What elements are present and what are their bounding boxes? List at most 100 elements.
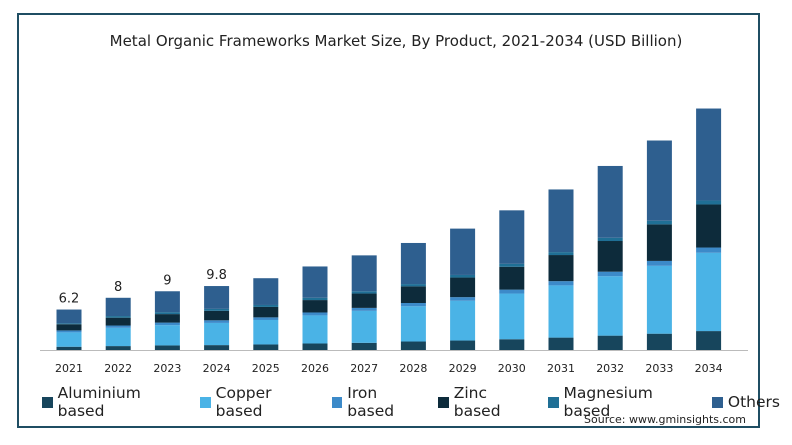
bar-segment-2032-5 bbox=[597, 165, 623, 238]
data-label-2024: 9.8 bbox=[206, 268, 227, 283]
bar-segment-2031-0 bbox=[548, 337, 574, 350]
bar-segment-2033-1 bbox=[646, 265, 672, 334]
bar-segment-2021-2 bbox=[56, 330, 82, 333]
x-tick-label-2034: 2034 bbox=[695, 362, 723, 375]
bar-segment-2024-0 bbox=[204, 345, 230, 350]
x-tick-label-2031: 2031 bbox=[547, 362, 575, 375]
bar-segment-2031-3 bbox=[548, 255, 574, 282]
bar-segment-2033-3 bbox=[646, 224, 672, 261]
bar-segment-2029-5 bbox=[450, 228, 476, 275]
bar-segment-2027-0 bbox=[351, 342, 377, 350]
bar-segment-2034-4 bbox=[696, 200, 722, 205]
bar-segment-2030-0 bbox=[499, 339, 525, 350]
bar-segment-2023-1 bbox=[154, 325, 180, 346]
bar-segment-2023-5 bbox=[154, 291, 180, 313]
bar-segment-2026-1 bbox=[302, 315, 328, 344]
x-tick-label-2028: 2028 bbox=[399, 362, 427, 375]
bar-segment-2029-1 bbox=[450, 300, 476, 341]
bar-segment-2025-2 bbox=[253, 317, 279, 320]
bar-segment-2023-4 bbox=[154, 312, 180, 315]
legend-label: Copper based bbox=[215, 384, 272, 420]
chart-title: Metal Organic Frameworks Market Size, By… bbox=[109, 32, 683, 50]
x-tick-label-2026: 2026 bbox=[301, 362, 329, 375]
data-label-2021: 6.2 bbox=[59, 292, 80, 307]
bar-segment-2028-1 bbox=[400, 306, 426, 342]
bar-segment-2033-0 bbox=[646, 333, 672, 350]
legend-label: Aluminium based bbox=[57, 384, 141, 420]
bar-segment-2034-5 bbox=[696, 108, 722, 201]
chart-frame bbox=[17, 13, 760, 428]
bar-segment-2023-3 bbox=[154, 314, 180, 323]
chart-legend: Aluminium based Copper based Iron based Zin… bbox=[42, 384, 792, 420]
bar-segment-2028-0 bbox=[400, 341, 426, 350]
legend-item-5: Others bbox=[711, 393, 780, 411]
bar-segment-2025-5 bbox=[253, 278, 279, 305]
bar-segment-2032-2 bbox=[597, 271, 623, 277]
x-tick-label-2033: 2033 bbox=[645, 362, 673, 375]
bar-segment-2031-5 bbox=[548, 189, 574, 253]
bar-segment-2024-2 bbox=[204, 320, 230, 323]
bar-segment-2024-5 bbox=[204, 286, 230, 309]
bar-segment-2029-3 bbox=[450, 277, 476, 298]
legend-swatch bbox=[711, 396, 723, 408]
x-tick-label-2022: 2022 bbox=[104, 362, 132, 375]
bar-segment-2022-2 bbox=[105, 325, 131, 328]
bar-segment-2034-0 bbox=[696, 331, 722, 350]
bar-segment-2022-0 bbox=[105, 346, 131, 350]
bar-segment-2021-5 bbox=[56, 309, 82, 324]
bar-segment-2029-4 bbox=[450, 274, 476, 278]
x-tick-label-2029: 2029 bbox=[449, 362, 477, 375]
bar-segment-2029-0 bbox=[450, 340, 476, 350]
bar-segment-2024-4 bbox=[204, 308, 230, 311]
bar-segment-2034-2 bbox=[696, 247, 722, 253]
legend-label: Iron based bbox=[347, 384, 395, 420]
bar-segment-2030-2 bbox=[499, 289, 525, 294]
bar-segment-2032-0 bbox=[597, 335, 623, 350]
legend-swatch bbox=[200, 396, 211, 408]
bar-segment-2026-0 bbox=[302, 343, 328, 350]
bar-segment-2025-3 bbox=[253, 306, 279, 318]
legend-item-3: Zinc based bbox=[438, 384, 536, 420]
bar-segment-2033-2 bbox=[646, 260, 672, 266]
bar-segment-2030-3 bbox=[499, 266, 525, 290]
bar-segment-2027-3 bbox=[351, 293, 377, 308]
bar-segment-2034-1 bbox=[696, 252, 722, 332]
legend-swatch bbox=[42, 396, 53, 408]
x-tick-label-2032: 2032 bbox=[596, 362, 624, 375]
legend-swatch bbox=[438, 396, 449, 408]
legend-label: Zinc based bbox=[453, 384, 501, 420]
bar-segment-2022-3 bbox=[105, 317, 131, 326]
bar-segment-2028-2 bbox=[400, 303, 426, 307]
legend-item-2: Iron based bbox=[331, 384, 426, 420]
bar-segment-2021-0 bbox=[56, 346, 82, 350]
bar-segment-2026-5 bbox=[302, 266, 328, 298]
bar-segment-2030-1 bbox=[499, 293, 525, 340]
bar-segment-2028-5 bbox=[400, 242, 426, 285]
data-label-2022: 8 bbox=[114, 280, 122, 295]
bar-segment-2024-3 bbox=[204, 310, 230, 321]
bar-segment-2031-4 bbox=[548, 252, 574, 256]
bar-segment-2021-4 bbox=[56, 323, 82, 325]
bar-segment-2026-2 bbox=[302, 312, 328, 316]
bar-segment-2030-5 bbox=[499, 210, 525, 264]
x-tick-label-2021: 2021 bbox=[55, 362, 83, 375]
bar-segment-2025-4 bbox=[253, 304, 279, 307]
bar-segment-2031-1 bbox=[548, 285, 574, 338]
legend-swatch bbox=[547, 396, 559, 408]
bar-segment-2032-4 bbox=[597, 237, 623, 242]
bar-segment-2029-2 bbox=[450, 297, 476, 301]
data-label-2023: 9 bbox=[163, 273, 171, 288]
x-tick-label-2027: 2027 bbox=[350, 362, 378, 375]
legend-label: Others bbox=[727, 393, 780, 411]
bar-segment-2025-0 bbox=[253, 344, 279, 350]
bar-segment-2021-1 bbox=[56, 332, 82, 347]
bar-segment-2027-1 bbox=[351, 310, 377, 343]
bar-segment-2033-5 bbox=[646, 140, 672, 221]
bar-segment-2023-0 bbox=[154, 345, 180, 350]
bar-segment-2021-3 bbox=[56, 324, 82, 331]
legend-item-4: Magnesium based bbox=[547, 384, 700, 420]
x-tick-label-2030: 2030 bbox=[498, 362, 526, 375]
bar-segment-2025-1 bbox=[253, 319, 279, 345]
legend-swatch bbox=[331, 396, 343, 408]
bar-segment-2028-4 bbox=[400, 284, 426, 287]
